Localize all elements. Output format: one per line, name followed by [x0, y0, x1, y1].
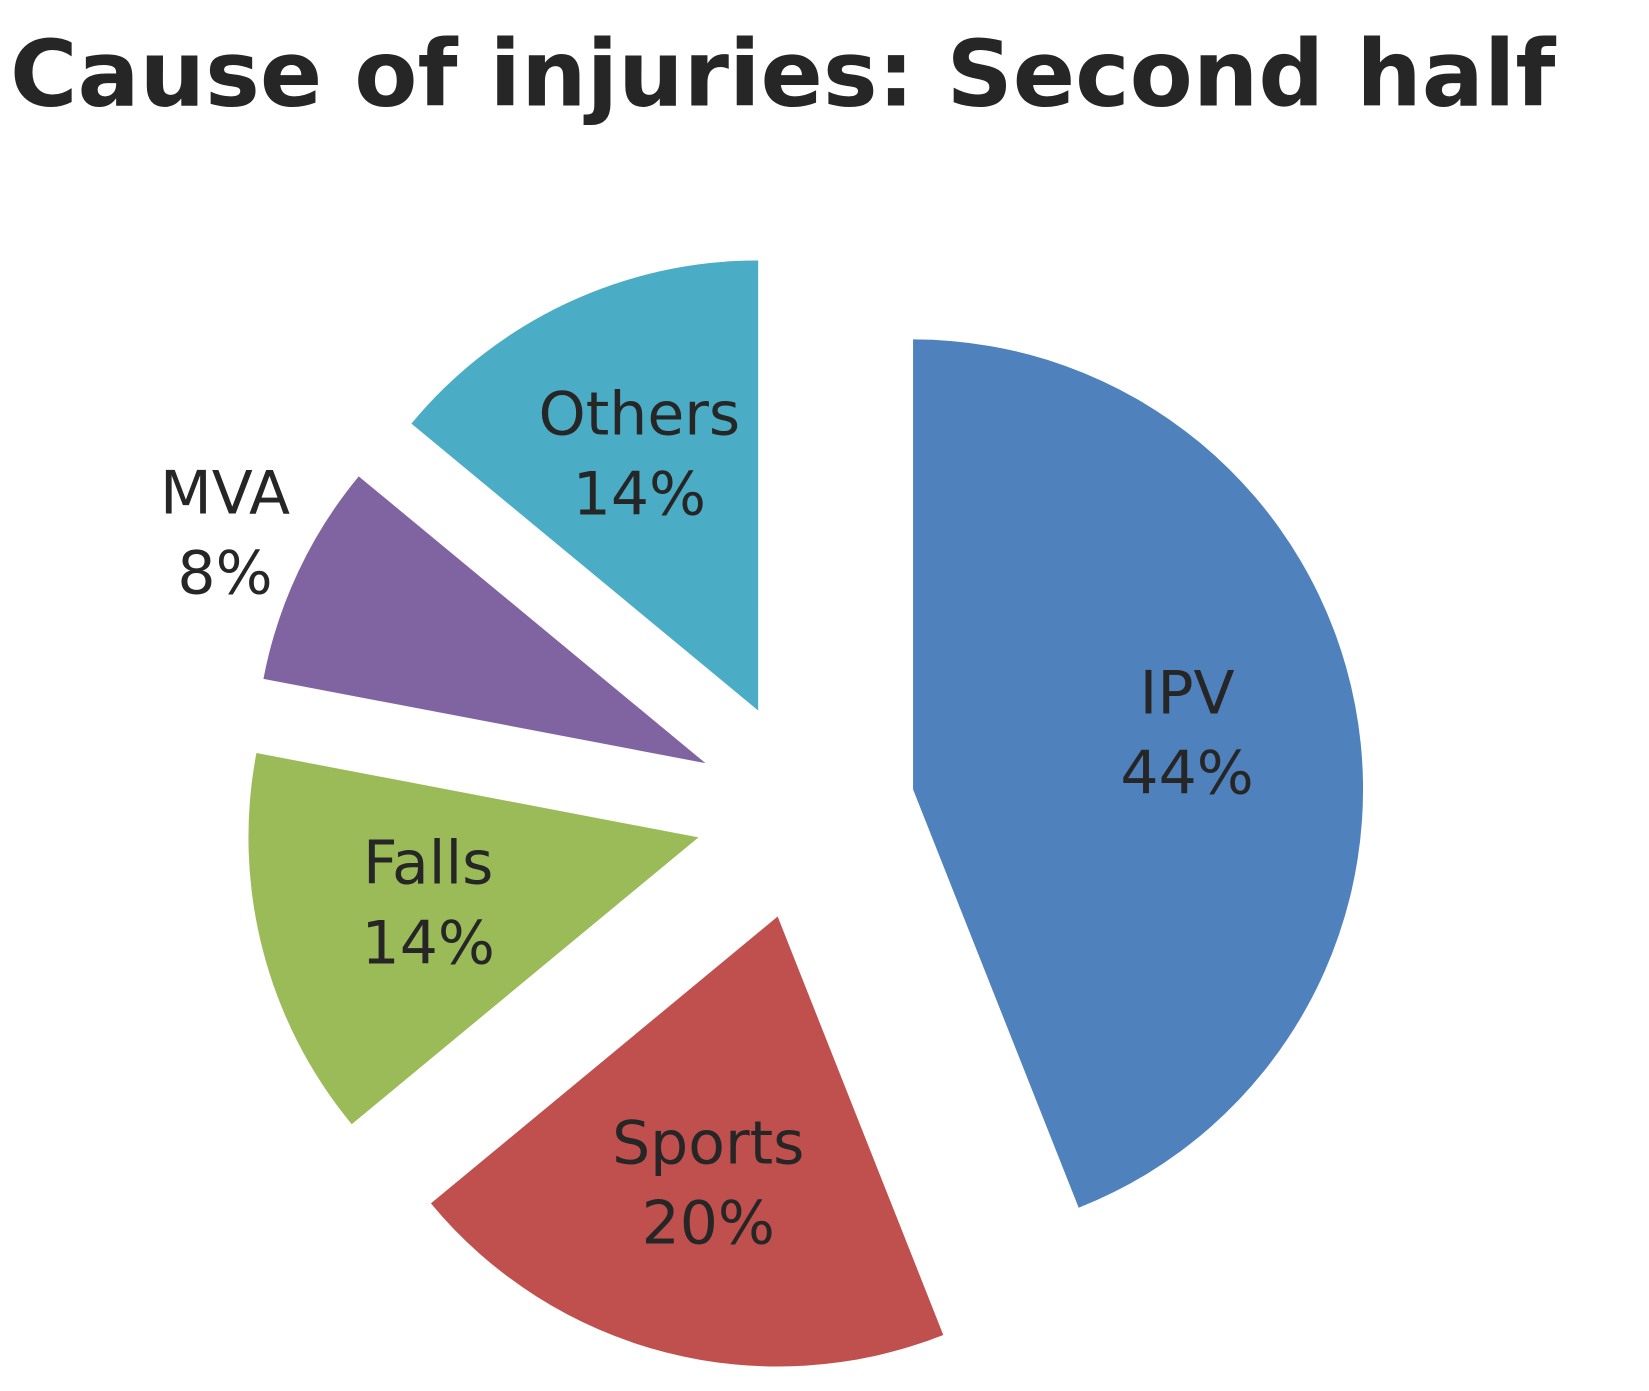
slice-label: Sports: [612, 1108, 804, 1178]
slice-value-label: 8%: [177, 539, 272, 609]
pie-slice: [411, 260, 759, 711]
slice-label: MVA: [160, 459, 290, 529]
pie-slice: [913, 339, 1364, 1208]
slice-value-label: 14%: [362, 908, 495, 978]
slice-value-label: 14%: [573, 460, 706, 530]
slice-value-label: 44%: [1120, 739, 1253, 809]
slice-label: IPV: [1140, 659, 1235, 729]
chart-title: Cause of injuries: Second half: [10, 20, 1556, 127]
slice-label: Others: [539, 380, 741, 450]
slice-label: Falls: [363, 828, 493, 898]
slice-value-label: 20%: [642, 1188, 775, 1258]
pie-slice: [430, 916, 944, 1367]
pie-slice: [263, 476, 706, 764]
pie-slice: [248, 753, 699, 1125]
